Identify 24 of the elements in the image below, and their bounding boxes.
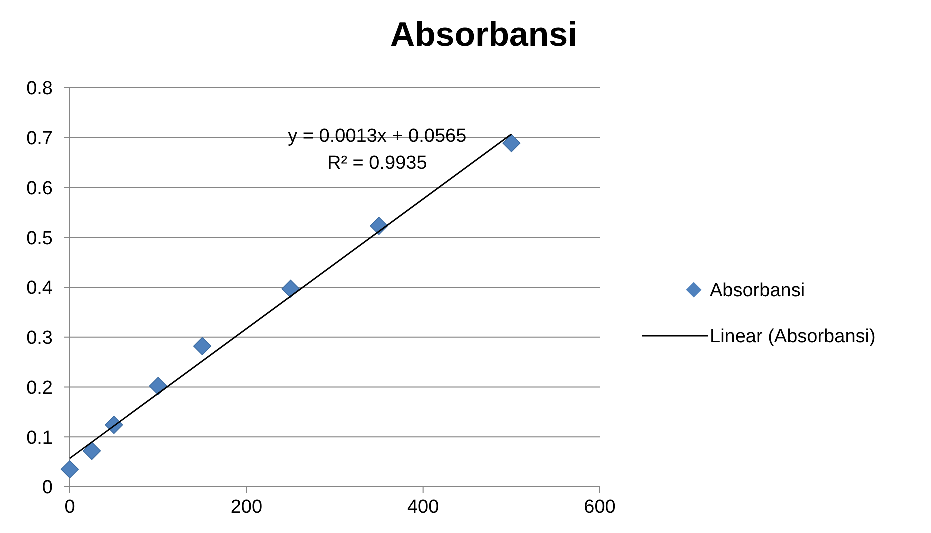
point [60, 460, 80, 479]
point [193, 337, 212, 356]
x-tick-label: 0 [64, 497, 76, 518]
point [83, 442, 102, 460]
legend-label: Absorbansi [710, 280, 806, 302]
y-tick-label: 0.3 [26, 328, 53, 350]
x-tick-label: 400 [407, 497, 440, 518]
legend-label: Linear (Absorbansi) [710, 326, 876, 348]
y-tick-label: 0.5 [26, 228, 53, 250]
y-tick-label: 0.6 [26, 178, 53, 200]
annotation: y = 0.0013x + 0.0565 [288, 126, 467, 147]
y-tick-label: 0.1 [26, 428, 53, 449]
y-tick-label: 0.4 [26, 278, 54, 300]
annotation: R² = 0.9935 [327, 153, 428, 174]
point [502, 134, 521, 152]
y-tick-label: 0.2 [26, 378, 53, 399]
point [149, 377, 168, 396]
y-tick-label: 0.7 [26, 128, 53, 150]
x-tick-label: 200 [230, 497, 263, 518]
chart-title: Absorbansi [390, 16, 578, 54]
point [282, 280, 300, 298]
y-tick-label: 0 [42, 478, 53, 499]
x-tick-label: 600 [584, 497, 616, 518]
y-tick-label: 0.8 [26, 78, 53, 100]
